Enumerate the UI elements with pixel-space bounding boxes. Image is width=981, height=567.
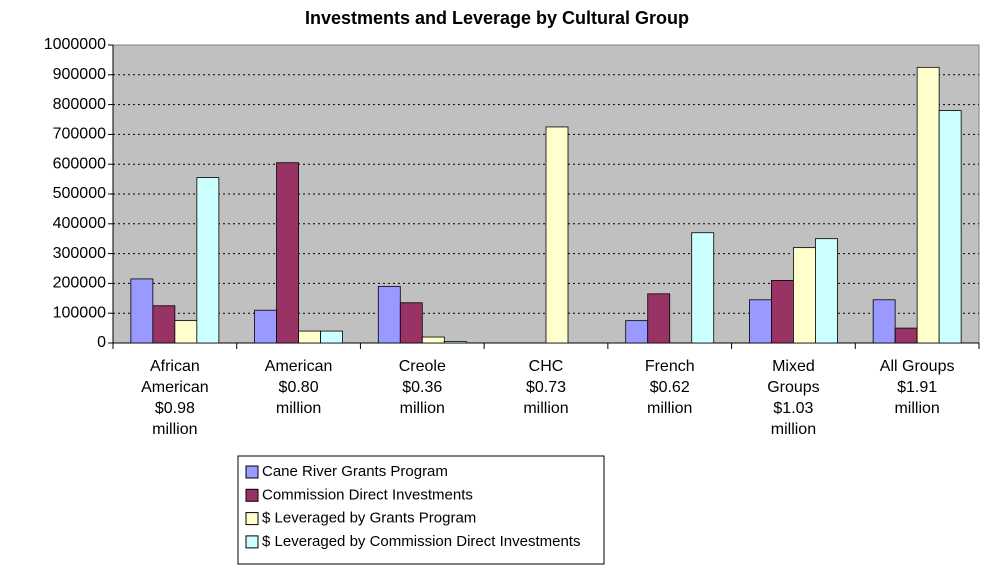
bar <box>771 280 794 344</box>
x-tick-label: million <box>152 421 197 438</box>
y-tick-label: 900000 <box>53 66 106 83</box>
y-tick-label: 300000 <box>53 245 106 262</box>
x-tick-label: $1.91 <box>897 379 937 396</box>
x-tick-label: French <box>645 358 695 375</box>
x-tick-label: Creole <box>399 358 446 375</box>
x-tick-label: African <box>150 358 200 375</box>
x-tick-label: $1.03 <box>773 400 813 417</box>
bar <box>254 309 277 344</box>
bar <box>815 238 838 344</box>
x-tick-label: million <box>647 400 692 417</box>
legend-label: $ Leveraged by Grants Program <box>262 510 476 527</box>
bar <box>793 247 816 344</box>
x-tick-label: American <box>141 379 209 396</box>
legend-swatch <box>245 465 259 479</box>
x-tick-label: CHC <box>529 358 564 375</box>
y-tick-label: 100000 <box>53 304 106 321</box>
y-tick-label: 800000 <box>53 96 106 113</box>
x-tick-label: $0.80 <box>279 379 319 396</box>
x-tick-label: Groups <box>767 379 819 396</box>
bar <box>276 162 299 344</box>
legend-swatch <box>245 512 259 526</box>
chart-title: Investments and Leverage by Cultural Gro… <box>305 8 689 28</box>
y-tick-label: 500000 <box>53 185 106 202</box>
bar <box>625 320 649 344</box>
bar <box>174 320 198 344</box>
x-tick-label: American <box>265 358 333 375</box>
x-tick-label: million <box>276 400 321 417</box>
x-tick-label: $0.62 <box>650 379 690 396</box>
bar <box>938 110 962 344</box>
x-tick-label: Mixed <box>772 358 815 375</box>
bar <box>443 341 467 344</box>
x-tick-label: $0.98 <box>155 400 195 417</box>
legend <box>237 455 605 565</box>
bar <box>421 336 445 344</box>
bar <box>872 299 896 344</box>
x-tick-label: million <box>771 421 816 438</box>
bar <box>377 285 401 344</box>
legend-swatch <box>245 488 259 502</box>
x-tick-label: million <box>894 400 939 417</box>
y-tick-label: 400000 <box>53 215 106 232</box>
bar <box>196 177 220 344</box>
x-tick-label: $0.73 <box>526 379 566 396</box>
y-tick-label: 700000 <box>53 126 106 143</box>
legend-swatch <box>245 535 259 549</box>
x-tick-label: All Groups <box>880 358 955 375</box>
legend-label: Cane River Grants Program <box>262 463 448 480</box>
y-tick-label: 1000000 <box>44 36 106 53</box>
bar <box>320 330 343 344</box>
bar <box>894 327 918 344</box>
y-tick-label: 600000 <box>53 155 106 172</box>
y-tick-label: 0 <box>97 334 106 351</box>
x-tick-label: million <box>523 400 568 417</box>
bar <box>691 232 715 344</box>
bar <box>152 305 176 344</box>
bar <box>749 299 772 344</box>
legend-label: $ Leveraged by Commission Direct Investm… <box>262 533 580 550</box>
bar <box>298 330 321 344</box>
x-tick-label: million <box>400 400 445 417</box>
bar <box>647 293 671 344</box>
legend-label: Commission Direct Investments <box>262 486 473 503</box>
bar <box>916 66 940 344</box>
x-tick-label: $0.36 <box>402 379 442 396</box>
bar <box>545 126 569 344</box>
bar <box>399 302 423 344</box>
bar <box>130 278 154 344</box>
y-tick-label: 200000 <box>53 275 106 292</box>
